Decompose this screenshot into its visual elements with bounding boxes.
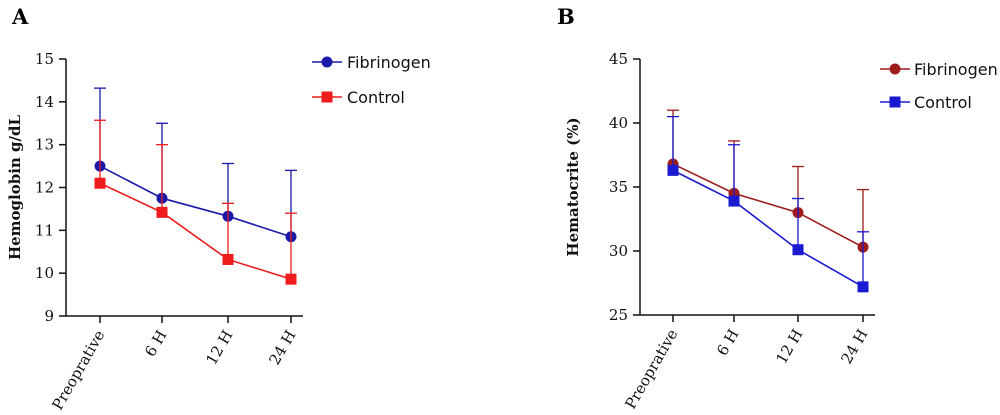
y-tick-label: 15 (35, 50, 54, 68)
x-tick-label: 24 H (837, 326, 871, 367)
legend-label: Fibrinogen (914, 60, 998, 79)
y-tick-label: 12 (35, 179, 54, 197)
x-tick-label: 6 H (141, 327, 170, 360)
legend-item-fibrinogen: Fibrinogen (312, 53, 431, 72)
data-point (94, 177, 106, 189)
y-tick-label: 14 (35, 93, 54, 111)
y-tick-label: 30 (609, 242, 628, 260)
legend-label: Control (347, 88, 405, 107)
panel-label: A (11, 4, 29, 29)
series-control (667, 115, 869, 293)
series-line (672, 163, 864, 248)
x-tick-label: Preoprative (48, 327, 108, 413)
legend-item-control: Control (880, 93, 972, 112)
y-tick-label: 25 (609, 306, 628, 324)
legend-marker (321, 91, 333, 103)
x-tick-label: 12 H (202, 327, 236, 368)
y-tick-label: 45 (609, 50, 628, 68)
panel-label: B (557, 4, 575, 29)
legend-marker (889, 96, 901, 108)
y-tick-label: 35 (609, 178, 628, 196)
legend-item-control: Control (312, 88, 405, 107)
data-point (222, 253, 234, 265)
data-point (792, 244, 804, 256)
y-axis-label: Hemoglobin g/dL (6, 115, 24, 261)
y-tick-label: 13 (35, 136, 54, 154)
data-point (667, 164, 679, 176)
series-control (94, 119, 297, 285)
legend-marker (321, 56, 333, 68)
data-point (156, 206, 168, 218)
y-tick-label: 40 (609, 114, 628, 132)
series-fibrinogen (94, 87, 297, 243)
x-tick-label: 24 H (265, 327, 299, 368)
data-point (728, 195, 740, 207)
x-tick-label: Preoprative (621, 326, 681, 412)
legend-label: Control (914, 93, 972, 112)
x-tick-label: 6 H (713, 326, 742, 359)
y-axis-label: Hematocrite (%) (564, 117, 582, 256)
chart-panel-a: A 9 10 11 12 13 14 15 Hemoglobin g/dL Preoprative… (6, 4, 431, 413)
data-point (857, 281, 869, 293)
y-tick-label: 9 (44, 307, 54, 325)
y-tick-label: 10 (35, 264, 54, 282)
series-line (99, 182, 292, 280)
x-tick-label: 12 H (772, 326, 806, 367)
legend-marker (889, 63, 901, 75)
chart-panel-b: B 25 30 35 40 45 Hematocrite (%) Preoprative 6 H… (557, 4, 998, 412)
legend-item-fibrinogen: Fibrinogen (880, 60, 998, 79)
data-point (285, 273, 297, 285)
y-tick-label: 11 (35, 221, 54, 239)
legend-label: Fibrinogen (347, 53, 431, 72)
series-fibrinogen (667, 109, 869, 253)
series-line (99, 165, 292, 238)
series-line (672, 169, 864, 288)
